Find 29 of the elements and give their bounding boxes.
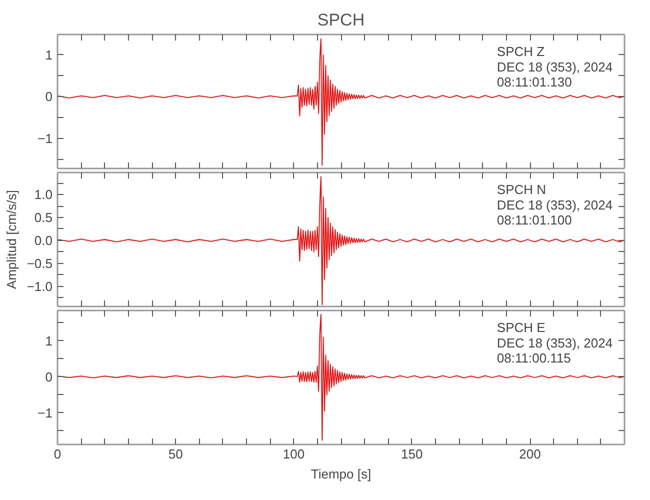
x-tick-label: 50 <box>168 446 183 462</box>
y-tick-label: −0.5 <box>26 256 53 271</box>
y-tick-label: 1.0 <box>34 187 53 202</box>
line-series <box>58 176 624 306</box>
y-tick-label: −1 <box>38 130 53 146</box>
x-tick-label: 200 <box>519 446 541 462</box>
y-tick-label: −1.0 <box>26 278 53 294</box>
annotation: 08:11:01.130 <box>496 74 572 90</box>
y-axis-title: Amplitud [cm/s/s] <box>4 190 19 289</box>
y-tick-label: 1 <box>45 333 53 348</box>
annotation: SPCH E <box>496 320 546 335</box>
annotation: 08:11:00.115 <box>496 350 571 366</box>
y-tick-label: 0.0 <box>34 232 53 248</box>
annotation: DEC 18 (353), 2024 <box>496 335 613 350</box>
annotation: SPCH N <box>496 182 546 197</box>
y-tick-label: 0 <box>45 89 53 104</box>
x-tick-label: 100 <box>282 446 305 462</box>
annotation: DEC 18 (353), 2024 <box>496 197 613 212</box>
y-tick-label: 1 <box>45 47 53 62</box>
y-tick-label: 0.5 <box>34 210 53 225</box>
line-series <box>58 38 624 166</box>
annotation: 08:11:01.100 <box>496 212 572 228</box>
annotation: DEC 18 (353), 2024 <box>496 59 613 74</box>
y-tick-label: −1 <box>38 405 53 420</box>
x-tick-label: 150 <box>401 446 423 462</box>
annotation: SPCH Z <box>496 44 545 59</box>
chart-title: SPCH <box>317 10 365 30</box>
y-tick-label: 0 <box>45 369 53 384</box>
x-axis-title: Tiempo [s] <box>310 466 372 482</box>
